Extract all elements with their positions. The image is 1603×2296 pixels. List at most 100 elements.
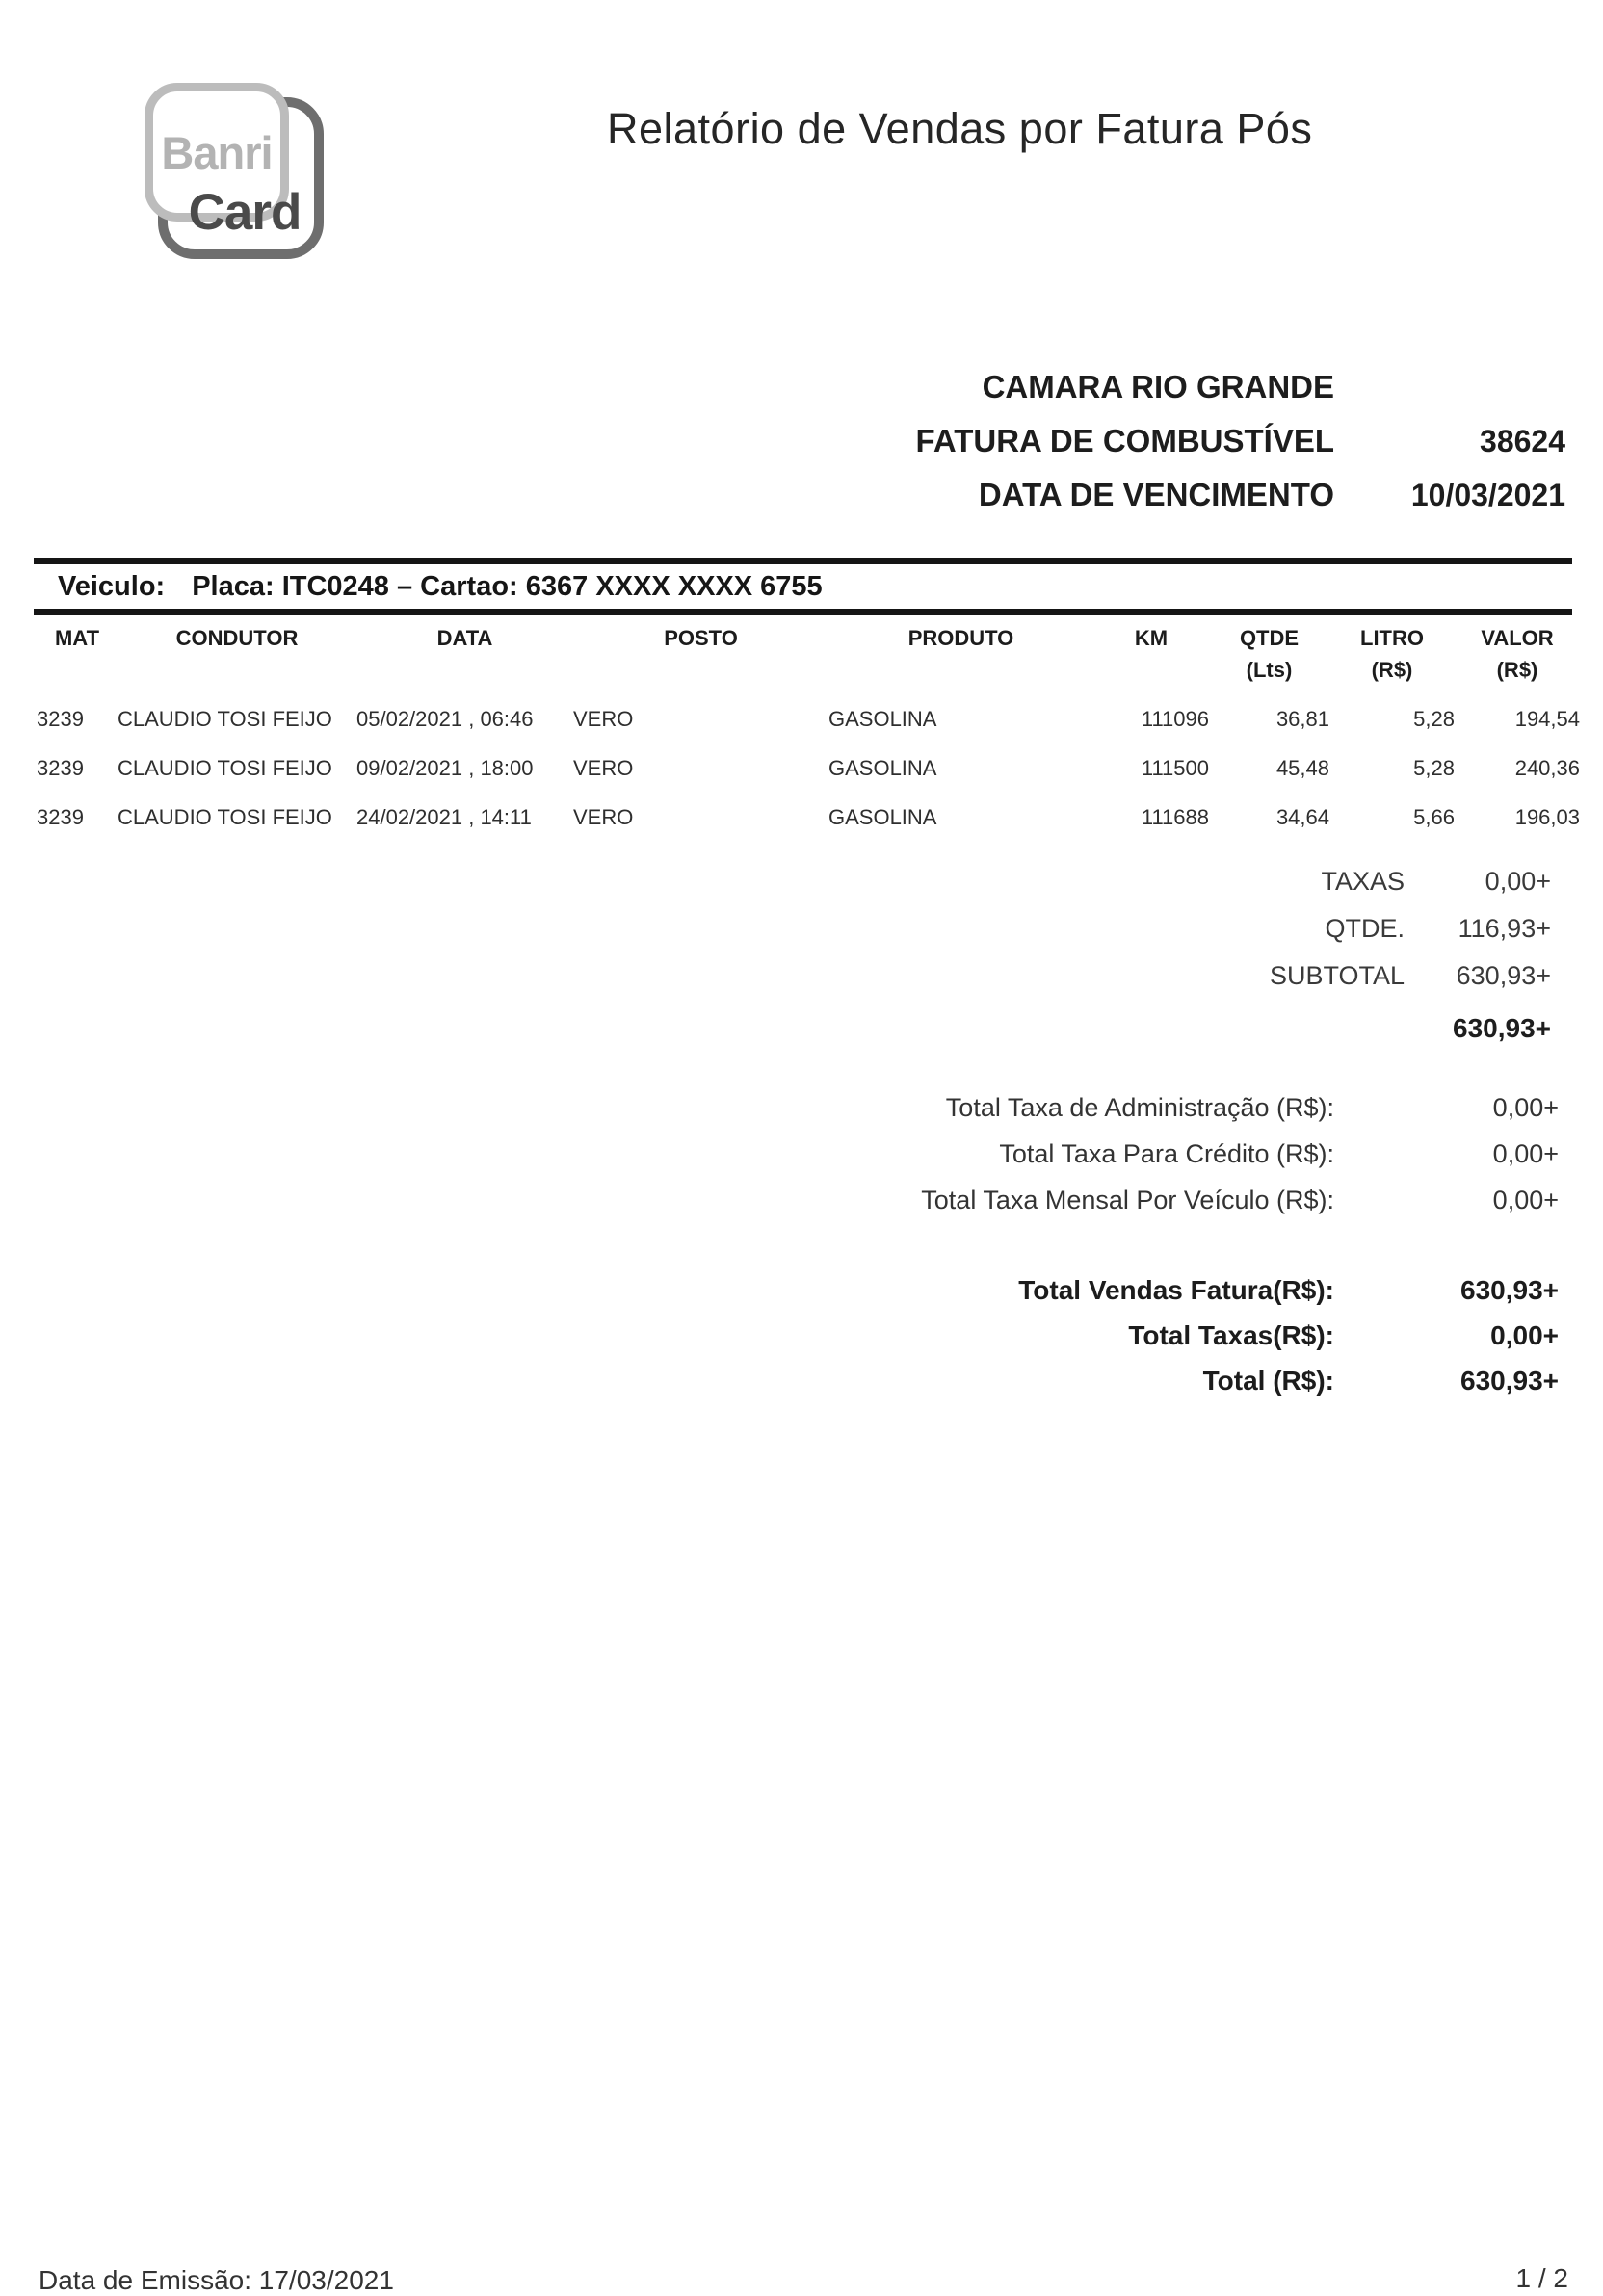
- col-sub-condutor: [118, 651, 356, 681]
- summary-row-qtde: QTDE. 116,93+: [963, 905, 1551, 952]
- cell-mat: 3239: [37, 755, 84, 780]
- cell-condutor: CLAUDIO TOSI FEIJO: [118, 804, 332, 829]
- spacer-cell: [37, 681, 1580, 694]
- summary-grand-total: 630,93+: [1453, 1013, 1551, 1043]
- invoice-header: CAMARA RIO GRANDE FATURA DE COMBUSTÍVEL …: [891, 360, 1566, 522]
- tax-label: Total Taxa de Administração (R$):: [945, 1092, 1334, 1122]
- page-number: 1 / 2: [1515, 2263, 1568, 2293]
- table-spacer-row: [37, 681, 1580, 694]
- col-header-qtde: QTDE: [1239, 626, 1300, 650]
- cell-posto: VERO: [573, 706, 634, 731]
- final-value: 0,00+: [1490, 1319, 1559, 1350]
- logo-banri-text: Banri: [161, 126, 273, 178]
- table-row: 3239 CLAUDIO TOSI FEIJO 09/02/2021 , 18:…: [37, 744, 1580, 793]
- vehicle-bar: Veiculo: Placa: ITC0248 – Cartao: 6367 XX…: [34, 558, 1572, 615]
- col-header-condutor: CONDUTOR: [175, 626, 299, 650]
- summary-value: 116,93+: [1458, 914, 1551, 943]
- due-date-label: DATA DE VENCIMENTO: [978, 477, 1334, 512]
- final-totals-block: Total Vendas Fatura(R$): 630,93+ Total T…: [674, 1267, 1559, 1403]
- vehicle-info: Placa: ITC0248 – Cartao: 6367 XXXX XXXX …: [192, 571, 823, 602]
- col-header-produto: PRODUTO: [907, 626, 1014, 650]
- due-date-value: 10/03/2021: [1410, 477, 1565, 512]
- col-sub-mat: [37, 651, 118, 681]
- invoice-number-row: FATURA DE COMBUSTÍVEL 38624: [891, 414, 1566, 468]
- tax-totals-block: Total Taxa de Administração (R$): 0,00+ …: [674, 1084, 1559, 1223]
- cell-litro: 5,28: [1413, 755, 1455, 780]
- tax-value: 0,00+: [1492, 1092, 1559, 1122]
- cell-produto: GASOLINA: [828, 706, 937, 731]
- tax-row-mensal-veiculo: Total Taxa Mensal Por Veículo (R$): 0,00…: [674, 1177, 1559, 1223]
- cell-litro: 5,66: [1413, 804, 1455, 829]
- invoice-number: 38624: [1480, 423, 1565, 458]
- summary-row-subtotal: SUBTOTAL 630,93+: [963, 952, 1551, 1000]
- col-header-data: DATA: [436, 626, 493, 650]
- cell-condutor: CLAUDIO TOSI FEIJO: [118, 755, 332, 780]
- col-header-valor: VALOR: [1481, 626, 1554, 650]
- col-sub-data: [356, 651, 573, 681]
- col-sub-valor: (R$): [1496, 658, 1538, 682]
- client-name: CAMARA RIO GRANDE: [982, 369, 1334, 404]
- col-header-mat: MAT: [54, 626, 100, 650]
- final-value: 630,93+: [1460, 1365, 1559, 1396]
- cell-posto: VERO: [573, 755, 634, 780]
- tax-value: 0,00+: [1492, 1185, 1559, 1214]
- tax-row-credito: Total Taxa Para Crédito (R$): 0,00+: [674, 1131, 1559, 1177]
- col-sub-produto: [828, 651, 1093, 681]
- cell-valor: 196,03: [1514, 804, 1580, 829]
- summary-row-taxas: TAXAS 0,00+: [963, 858, 1551, 905]
- invoice-label: FATURA DE COMBUSTÍVEL: [915, 423, 1335, 458]
- final-row-taxas: Total Taxas(R$): 0,00+: [674, 1313, 1559, 1358]
- cell-mat: 3239: [37, 706, 84, 731]
- cell-data: 05/02/2021 , 06:46: [356, 706, 534, 731]
- summary-label: TAXAS: [1321, 867, 1405, 896]
- cell-produto: GASOLINA: [828, 755, 937, 780]
- cell-km: 111500: [1141, 755, 1209, 780]
- final-label: Total Taxas(R$):: [1128, 1319, 1334, 1350]
- col-sub-posto: [573, 651, 828, 681]
- col-sub-km: [1093, 651, 1209, 681]
- summary-value: 630,93+: [1456, 961, 1551, 990]
- due-date-row: DATA DE VENCIMENTO 10/03/2021: [891, 468, 1565, 522]
- tax-label: Total Taxa Mensal Por Veículo (R$):: [921, 1185, 1334, 1214]
- col-header-litro: LITRO: [1360, 626, 1424, 650]
- page-title: Relatório de Vendas por Fatura Pós: [607, 104, 1313, 153]
- emission-date: Data de Emissão: 17/03/2021: [39, 2265, 394, 2295]
- cell-data: 09/02/2021 , 18:00: [356, 755, 534, 780]
- summary-value: 0,00+: [1485, 867, 1551, 896]
- cell-valor: 194,54: [1514, 706, 1580, 731]
- summary-block: TAXAS 0,00+ QTDE. 116,93+ SUBTOTAL 630,9…: [963, 858, 1551, 1052]
- cell-data: 24/02/2021 , 14:11: [356, 804, 532, 829]
- cell-km: 111688: [1141, 804, 1209, 829]
- cell-qtde: 34,64: [1275, 804, 1329, 829]
- cell-valor: 240,36: [1514, 755, 1580, 780]
- cell-produto: GASOLINA: [828, 804, 937, 829]
- client-row: CAMARA RIO GRANDE: [891, 360, 1565, 414]
- col-header-km: KM: [1134, 626, 1169, 650]
- cell-condutor: CLAUDIO TOSI FEIJO: [118, 706, 332, 731]
- table-row: 3239 CLAUDIO TOSI FEIJO 05/02/2021 , 06:…: [37, 694, 1580, 744]
- final-label: Total (R$):: [1202, 1365, 1334, 1396]
- cell-qtde: 36,81: [1275, 706, 1329, 731]
- col-sub-litro: (R$): [1371, 658, 1413, 682]
- cell-km: 111096: [1141, 706, 1209, 731]
- tax-row-administracao: Total Taxa de Administração (R$): 0,00+: [674, 1084, 1559, 1131]
- summary-label: SUBTOTAL: [1269, 961, 1405, 990]
- cell-litro: 5,28: [1413, 706, 1455, 731]
- final-row-total: Total (R$): 630,93+: [674, 1358, 1559, 1403]
- tax-value: 0,00+: [1492, 1138, 1559, 1168]
- table-header-row: MAT CONDUTOR DATA POSTO PRODUTO KM QTDE …: [37, 626, 1580, 651]
- cell-mat: 3239: [37, 804, 84, 829]
- cell-qtde: 45,48: [1275, 755, 1329, 780]
- final-label: Total Vendas Fatura(R$):: [1018, 1274, 1334, 1305]
- final-row-vendas: Total Vendas Fatura(R$): 630,93+: [674, 1267, 1559, 1313]
- col-header-posto: POSTO: [664, 626, 738, 650]
- vehicle-label: Veiculo:: [58, 571, 166, 602]
- logo-banri-square: Banri: [145, 83, 289, 222]
- logo-card-text: Card: [188, 184, 302, 241]
- summary-label: QTDE.: [1325, 914, 1405, 943]
- table-row: 3239 CLAUDIO TOSI FEIJO 24/02/2021 , 14:…: [37, 793, 1580, 842]
- col-sub-qtde: (Lts): [1246, 658, 1293, 682]
- table-subheader-row: (Lts) (R$) (R$): [37, 651, 1580, 681]
- cell-posto: VERO: [573, 804, 634, 829]
